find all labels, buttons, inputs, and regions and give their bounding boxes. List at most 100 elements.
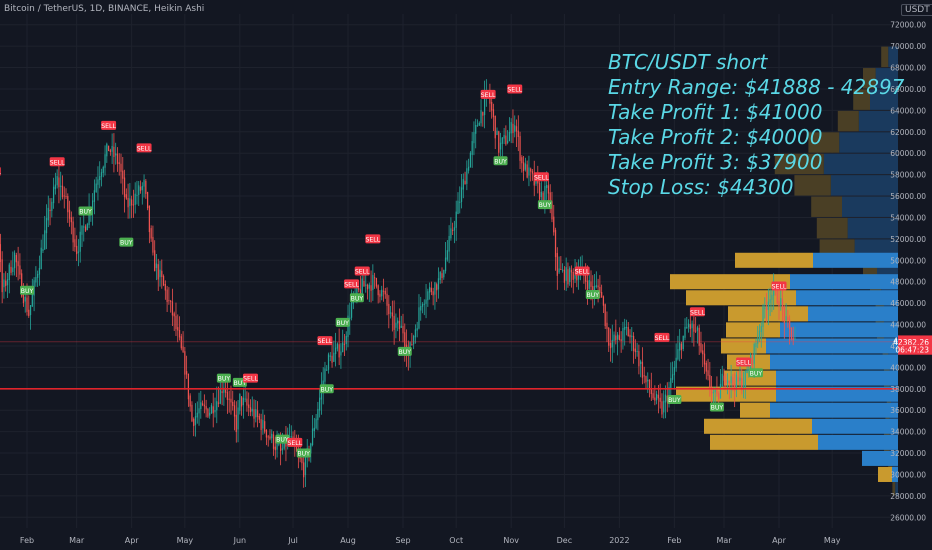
candle-body	[730, 376, 732, 384]
annotation-line: BTC/USDT short	[608, 50, 768, 74]
candle-body	[514, 125, 516, 132]
candle-body	[92, 200, 94, 210]
candle-body	[425, 299, 427, 304]
candle-body	[444, 257, 447, 272]
candle-body	[629, 334, 631, 338]
volume-profile-bar	[811, 196, 842, 217]
time-tick-label: May	[824, 536, 841, 545]
volume-profile-bar	[853, 89, 870, 110]
volume-profile-bar	[790, 274, 898, 290]
candle-body	[358, 287, 360, 290]
price-tick-label: 36000.00	[890, 406, 926, 415]
quote-currency-badge[interactable]: USDT	[901, 4, 932, 16]
candle-body	[201, 403, 204, 406]
candle-body	[737, 376, 739, 382]
candle-body	[705, 362, 707, 372]
candle-body	[776, 288, 778, 304]
candle-body	[95, 183, 97, 192]
candle-body	[313, 427, 315, 432]
candle-body	[212, 406, 214, 414]
candle-body	[450, 228, 452, 239]
volume-profile-fixed-range	[670, 252, 898, 482]
buy-signal: BUY	[296, 448, 311, 458]
time-tick-label: Sep	[395, 536, 410, 545]
candle-body	[336, 343, 338, 349]
candle-body	[679, 342, 681, 351]
candle-body	[492, 109, 495, 118]
candle-body	[682, 335, 684, 350]
candle-body	[8, 264, 10, 281]
candle-body	[625, 327, 628, 329]
candle-body	[115, 153, 117, 156]
volume-profile-bar	[770, 402, 898, 418]
candle-body	[781, 299, 784, 309]
candle-body	[72, 221, 74, 243]
candle-body	[258, 416, 260, 420]
candle-body	[154, 250, 156, 272]
candle-body	[647, 379, 649, 382]
candle-body	[31, 293, 33, 307]
signal-label: BUY	[234, 380, 247, 387]
sell-signal: SELL	[287, 437, 303, 447]
candle-body	[503, 135, 505, 139]
candle-body	[746, 369, 748, 374]
signal-badge	[507, 84, 523, 94]
candle-body	[104, 154, 106, 168]
candle-body	[207, 408, 209, 417]
candle-body	[5, 280, 7, 286]
candle-body	[792, 337, 794, 341]
candle-body	[645, 375, 647, 383]
candle-body	[340, 351, 342, 356]
candle-body	[388, 303, 390, 315]
candle-body	[295, 445, 298, 452]
candle-body	[232, 401, 234, 406]
candle-body	[226, 392, 229, 400]
candle-body	[24, 296, 26, 302]
candle-body	[319, 397, 321, 411]
candle-body	[184, 351, 186, 375]
candle-body	[787, 316, 789, 320]
candle-body	[51, 201, 53, 211]
signal-label: SELL	[736, 360, 751, 367]
price-tick-label: 60000.00	[890, 149, 926, 158]
candle-body	[643, 375, 645, 377]
candle-body	[76, 245, 78, 255]
candle-body	[710, 386, 713, 394]
candle-body	[423, 303, 425, 305]
time-tick-label: Feb	[20, 536, 34, 545]
price-tick-label: 70000.00	[890, 42, 926, 51]
candle-body	[498, 131, 500, 153]
candle-body	[606, 322, 608, 329]
annotation-line: Take Profit 3: $37900	[608, 150, 823, 174]
candle-body	[622, 327, 624, 341]
candle-body	[789, 319, 791, 329]
candle-body	[522, 162, 525, 172]
sell-signal: SELL	[0, 167, 1, 176]
candle-body	[700, 343, 702, 352]
candle-body	[276, 443, 278, 450]
candle-body	[611, 339, 613, 348]
candle-body	[453, 227, 456, 231]
candle-body	[99, 176, 101, 181]
candle-body	[374, 277, 376, 279]
candle-body	[120, 163, 122, 172]
candle-body	[292, 436, 294, 439]
signal-label: BUY	[297, 451, 310, 458]
candle-body	[764, 307, 766, 309]
signal-badge	[319, 384, 334, 394]
candle-body	[40, 247, 42, 269]
candle-body	[443, 270, 445, 278]
candle-body	[187, 373, 190, 400]
candle-body	[164, 283, 166, 291]
time-axis[interactable]: Feb Mar Apr May Jun Jul Aug Sep Oct Nov Dec 2022 Feb…	[20, 536, 841, 545]
candle-body	[326, 369, 328, 371]
candle-body	[107, 145, 110, 152]
candle-body	[448, 236, 450, 252]
horizontal-lines	[0, 341, 898, 390]
price-axis[interactable]: 26000.00 28000.00 30000.00 32000.00 34000.00…	[890, 0, 932, 550]
annotation-line: Take Profit 2: $40000	[608, 125, 823, 149]
price-tick-label: 62000.00	[890, 128, 926, 137]
candle-body	[691, 323, 693, 329]
